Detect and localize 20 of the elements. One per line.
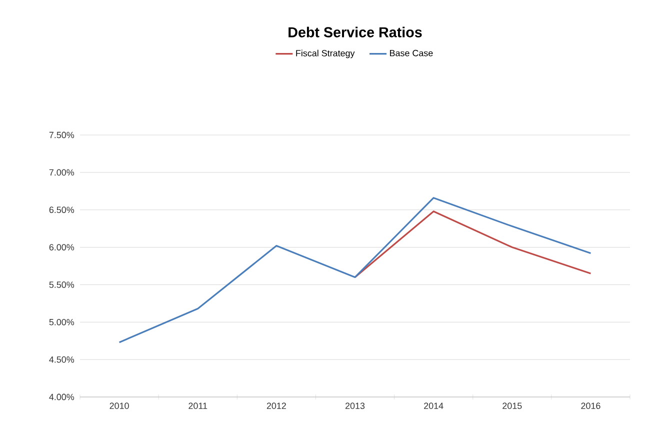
legend-label: Base Case xyxy=(390,50,433,56)
x-tick-label: 2010 xyxy=(110,402,129,409)
y-tick-label: 5.00% xyxy=(49,318,74,326)
x-tick-label: 2012 xyxy=(266,402,286,409)
line-series xyxy=(354,210,592,278)
y-tick-label: 5.50% xyxy=(49,282,74,288)
x-tick-label: 2013 xyxy=(345,402,365,409)
y-tick-label: 7.50% xyxy=(49,132,74,138)
y-tick-label: 6.00% xyxy=(49,244,74,250)
y-tick-label: 7.00% xyxy=(49,169,74,176)
y-tick-label: 4.00% xyxy=(49,394,74,400)
line-series xyxy=(118,197,592,344)
legend-label: Fiscal Strategy xyxy=(296,50,355,58)
chart-title: Debt Service Ratios xyxy=(288,26,422,38)
x-tick-label: 2014 xyxy=(424,402,444,409)
x-tick-label: 2011 xyxy=(188,402,208,409)
y-tick-label: 4.50% xyxy=(49,356,74,363)
x-tick-label: 2016 xyxy=(581,402,600,409)
x-tick-label: 2015 xyxy=(502,402,522,409)
y-tick-label: 6.50% xyxy=(49,206,74,214)
